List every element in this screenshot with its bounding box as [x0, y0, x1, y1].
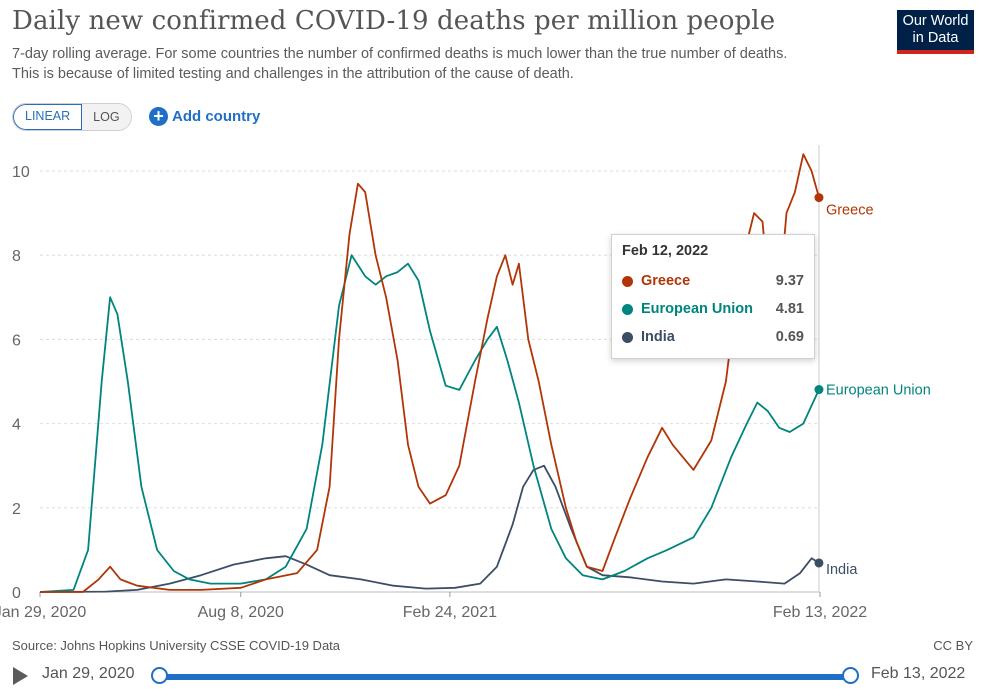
series-line-greece — [40, 153, 820, 593]
x-tick-label: Aug 8, 2020 — [198, 604, 284, 621]
add-country-label: Add country — [172, 107, 261, 125]
india-dot-icon — [622, 331, 633, 343]
hover-tooltip: Feb 12, 2022 Greece 9.37 European Union … — [611, 234, 815, 359]
x-tick-label: Feb 13, 2022 — [773, 604, 867, 621]
x-tick-label: Feb 24, 2021 — [403, 604, 497, 621]
tooltip-series-value: 9.37 — [775, 273, 804, 289]
tooltip-row-greece: Greece 9.37 — [622, 267, 804, 295]
eu-dot-icon — [622, 303, 633, 315]
subtitle-line-2: This is because of limited testing and c… — [12, 66, 574, 82]
logo-line-1: Our World — [902, 13, 969, 29]
log-scale-button[interactable]: LOG — [82, 104, 131, 130]
tooltip-row-eu: European Union 4.81 — [622, 295, 804, 323]
tooltip-series-name: India — [641, 329, 675, 345]
y-tick-label: 6 — [12, 332, 21, 349]
series-end-label: Greece — [826, 203, 874, 219]
y-tick-label: 4 — [12, 417, 21, 434]
linear-scale-button[interactable]: LINEAR — [13, 104, 83, 130]
timeline-end-label: Feb 13, 2022 — [871, 665, 966, 682]
y-tick-label: 8 — [12, 248, 21, 265]
y-tick-label: 10 — [12, 164, 30, 181]
series-line-european-union — [39, 254, 820, 593]
scale-toggle: LINEAR LOG — [12, 103, 132, 131]
timeline-start-handle[interactable] — [151, 667, 168, 684]
license-note[interactable]: CC BY — [933, 638, 973, 653]
chart-title: Daily new confirmed COVID-19 deaths per … — [12, 6, 776, 36]
subtitle-line-1: 7-day rolling average. For some countrie… — [12, 46, 788, 62]
tooltip-row-india: India 0.69 — [622, 323, 804, 351]
tooltip-series-value: 0.69 — [775, 329, 804, 345]
series-end-point — [814, 193, 824, 203]
series-end-label: India — [826, 562, 858, 578]
add-country-button[interactable]: + Add country — [149, 104, 260, 128]
y-tick-label: 0 — [12, 585, 21, 602]
logo-line-2: in Data — [912, 30, 959, 46]
timeline-start-label: Jan 29, 2020 — [42, 665, 135, 682]
plus-circle-icon: + — [149, 106, 168, 126]
tooltip-date: Feb 12, 2022 — [622, 243, 709, 259]
timeline: Jan 29, 2020 Feb 13, 2022 — [0, 660, 991, 690]
source-note[interactable]: Source: Johns Hopkins University CSSE CO… — [12, 638, 341, 653]
series-end-point — [814, 558, 824, 568]
greece-dot-icon — [622, 275, 633, 287]
series-end-point — [814, 385, 824, 395]
tooltip-series-name: Greece — [641, 273, 691, 289]
timeline-end-handle[interactable] — [842, 667, 859, 684]
x-tick-label: Jan 29, 2020 — [0, 604, 86, 621]
tooltip-series-value: 4.81 — [775, 301, 804, 317]
owid-logo[interactable]: Our World in Data — [897, 10, 974, 54]
tooltip-series-name: European Union — [641, 301, 753, 317]
chart-subtitle: 7-day rolling average. For some countrie… — [12, 44, 882, 84]
play-icon[interactable] — [13, 667, 28, 685]
series-line-india — [39, 464, 820, 593]
timeline-track[interactable] — [160, 674, 851, 680]
y-tick-label: 2 — [12, 501, 21, 518]
series-end-label: European Union — [826, 383, 931, 399]
